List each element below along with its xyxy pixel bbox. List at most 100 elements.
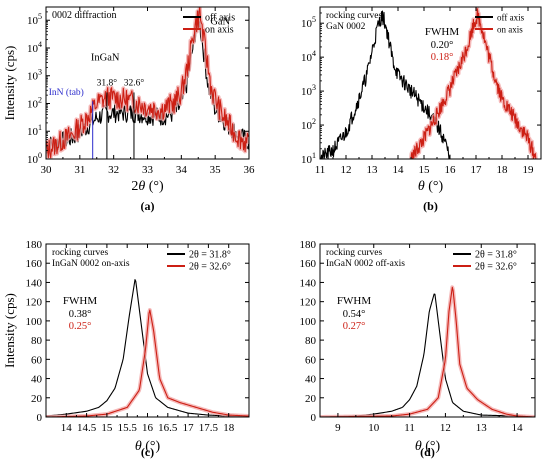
y-tick-exponent: 5 bbox=[312, 15, 316, 24]
y-tick-label: 104 bbox=[27, 40, 42, 55]
x-tick-label: 16 bbox=[142, 422, 154, 434]
text-label: GaN bbox=[210, 17, 230, 28]
text-label: 31.8° bbox=[97, 77, 118, 88]
x-tick-label: 34 bbox=[176, 164, 188, 176]
x-tick-label: 18 bbox=[497, 164, 509, 176]
y-tick-label: 180 bbox=[300, 239, 317, 251]
y-tick-label: 101 bbox=[27, 123, 42, 138]
y-tick-base: 10 bbox=[301, 120, 313, 132]
y-tick-base: 10 bbox=[301, 52, 313, 64]
x-tick-label: 14 bbox=[393, 164, 405, 176]
x-axis-label: θ (°) bbox=[418, 179, 444, 194]
legend-label: 2θ = 31.8° bbox=[189, 250, 231, 261]
y-tick-label: 120 bbox=[26, 297, 43, 309]
legend-label: on axis bbox=[497, 25, 523, 35]
text-label: 32.6° bbox=[124, 77, 145, 88]
y-tick-label: 103 bbox=[301, 83, 316, 98]
x-axis-label-theta: θ bbox=[135, 439, 142, 454]
x-tick-label: 14 bbox=[512, 422, 524, 434]
annotation-line: GaN 0002 bbox=[326, 22, 366, 32]
x-tick-label: 9 bbox=[335, 422, 341, 434]
y-tick-exponent: 3 bbox=[312, 83, 316, 92]
series-line-1 bbox=[410, 8, 537, 159]
series-line-1 bbox=[46, 7, 249, 159]
y-tick-base: 10 bbox=[27, 154, 39, 166]
x-tick-label: 13 bbox=[476, 422, 488, 434]
y-tick-label: 120 bbox=[300, 297, 317, 309]
x-tick-label: 11 bbox=[404, 422, 415, 434]
text-label: InGaN bbox=[91, 53, 120, 64]
y-tick-label: 0 bbox=[37, 412, 43, 424]
x-tick-label: 10 bbox=[368, 422, 380, 434]
x-axis-label: θ (°) bbox=[415, 439, 441, 454]
fwhm-value: 0.18° bbox=[431, 52, 454, 63]
legend-label: 2θ = 32.6° bbox=[475, 262, 517, 273]
fwhm-value: 0.25° bbox=[69, 321, 92, 332]
legend-label: on axis bbox=[205, 25, 234, 36]
fwhm-value: 0.54° bbox=[343, 309, 366, 320]
y-tick-label: 103 bbox=[27, 68, 42, 83]
x-tick-label: 19 bbox=[523, 164, 535, 176]
y-tick-label: 140 bbox=[26, 277, 43, 289]
y-tick-label: 101 bbox=[301, 151, 316, 166]
x-tick-label: 31 bbox=[74, 164, 85, 176]
panel-label: (c) bbox=[141, 445, 154, 459]
panel-label: (b) bbox=[423, 199, 438, 213]
annotation-line: InGaN 0002 on-axis bbox=[52, 259, 130, 269]
x-tick-label: 14 bbox=[61, 422, 73, 434]
legend-label: off axis bbox=[497, 13, 525, 23]
fwhm-value: 0.38° bbox=[69, 309, 92, 320]
x-axis-label-unit: (°) bbox=[422, 439, 441, 454]
annotation-line: rocking curves bbox=[326, 11, 382, 21]
x-axis-label: θ (°) bbox=[135, 439, 161, 454]
x-axis-label-theta: θ bbox=[138, 179, 145, 194]
fwhm-label: FWHM bbox=[337, 295, 371, 307]
x-tick-label: 11 bbox=[315, 164, 326, 176]
y-tick-base: 10 bbox=[27, 43, 39, 55]
x-tick-label: 15 bbox=[101, 422, 113, 434]
x-tick-label: 15 bbox=[419, 164, 431, 176]
y-tick-label: 140 bbox=[300, 277, 317, 289]
y-tick-label: 102 bbox=[301, 117, 316, 132]
x-tick-label: 12 bbox=[341, 164, 352, 176]
series-line-0 bbox=[320, 10, 451, 159]
y-tick-base: 10 bbox=[27, 71, 39, 83]
x-axis-label-unit: (°) bbox=[425, 179, 444, 194]
y-tick-base: 10 bbox=[301, 18, 313, 30]
y-tick-base: 10 bbox=[27, 15, 39, 27]
x-tick-label: 14.5 bbox=[77, 422, 97, 434]
panel-label: (d) bbox=[420, 445, 435, 459]
chart-panel-c: 14 14.5 15 15.5 16 16.5 17 17.5 1802040608010012… bbox=[2, 239, 250, 459]
text-label: InN (tab) bbox=[49, 87, 84, 98]
x-axis-label-theta: θ bbox=[415, 439, 422, 454]
x-tick-label: 16.5 bbox=[158, 422, 178, 434]
fwhm-value: 0.27° bbox=[343, 321, 366, 332]
y-tick-exponent: 2 bbox=[38, 95, 42, 104]
y-tick-label: 80 bbox=[31, 335, 43, 347]
y-axis-label: Intensity (cps) bbox=[2, 46, 17, 121]
y-tick-exponent: 4 bbox=[312, 49, 316, 58]
y-tick-label: 160 bbox=[300, 258, 317, 270]
y-tick-exponent: 2 bbox=[312, 117, 316, 126]
plot-area bbox=[320, 7, 538, 159]
x-tick-label: 17 bbox=[471, 164, 483, 176]
x-tick-label: 32 bbox=[108, 164, 119, 176]
fwhm-label: FWHM bbox=[425, 26, 459, 38]
y-tick-exponent: 0 bbox=[38, 151, 42, 160]
x-axis-label-theta: θ bbox=[418, 179, 425, 194]
fwhm-value: 0.20° bbox=[431, 40, 454, 51]
annotation-line: 0002 diffraction bbox=[52, 10, 117, 21]
x-tick-label: 35 bbox=[210, 164, 222, 176]
y-tick-label: 180 bbox=[26, 239, 43, 251]
y-tick-label: 80 bbox=[305, 335, 317, 347]
x-tick-label: 33 bbox=[142, 164, 154, 176]
y-tick-label: 60 bbox=[31, 354, 43, 366]
series-line-1 bbox=[46, 309, 249, 417]
fwhm-label: FWHM bbox=[63, 295, 97, 307]
y-tick-label: 105 bbox=[27, 12, 42, 27]
x-tick-label: 13 bbox=[367, 164, 379, 176]
series-line-0 bbox=[46, 279, 249, 417]
y-tick-label: 40 bbox=[31, 374, 43, 386]
